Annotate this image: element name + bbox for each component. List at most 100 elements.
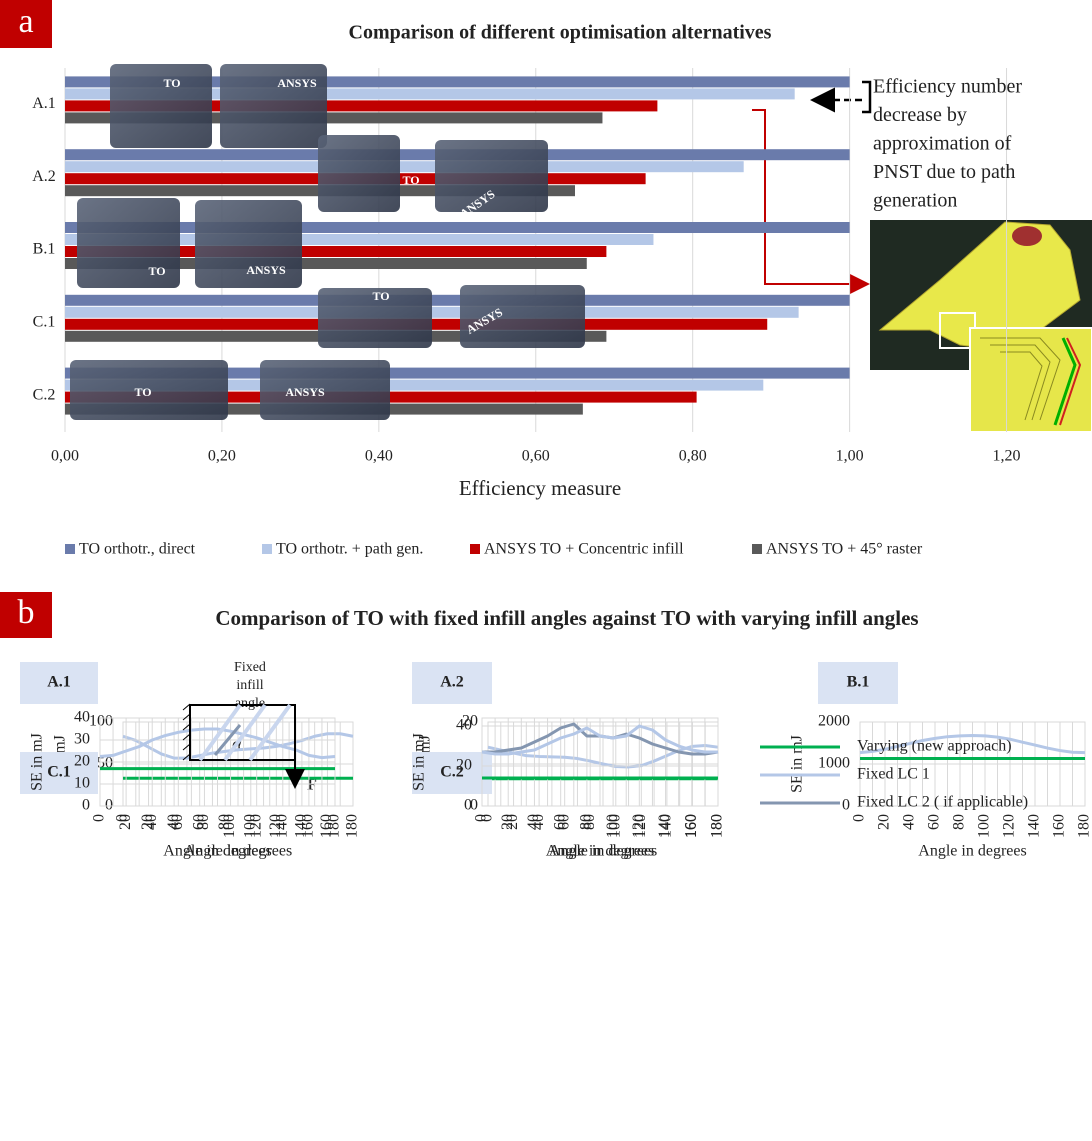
x-tick-label: 40: [525, 814, 542, 830]
x-tick-label: 0: [851, 814, 868, 822]
y-axis-title: SE in mJ: [29, 733, 46, 791]
x-tick-label: 40: [143, 814, 160, 830]
y-tick-label: 0: [464, 797, 472, 814]
image-label: TO: [402, 173, 419, 187]
x-axis-title: Efficiency measure: [459, 476, 621, 500]
x-tick-label: 120: [630, 814, 647, 838]
legend-label: ANSYS TO + Concentric infill: [484, 541, 684, 558]
legend-label: Varying (new approach): [857, 738, 1012, 755]
legend-swatch: [752, 544, 762, 554]
part-thumbnail: [260, 360, 390, 420]
legend-label: ANSYS TO + 45° raster: [766, 541, 923, 558]
x-tick-label: 180: [326, 814, 343, 838]
chart-title: A.1: [47, 674, 71, 691]
x-tick-label: 60: [169, 814, 186, 830]
page: {"panel_labels":["a","b"], "section_b_ti…: [0, 0, 1092, 1141]
image-label: ANSYS: [277, 76, 317, 90]
legend-label: TO orthotr. + path gen.: [276, 541, 423, 558]
y-tick-label: 0: [105, 797, 113, 814]
y-tick-label: C.2: [33, 386, 56, 403]
y-tick-label: 1000: [818, 755, 850, 772]
image-label: ANSYS: [285, 385, 325, 399]
x-tick-label: 80: [578, 814, 595, 830]
x-tick-label: 0,40: [365, 448, 393, 465]
y-tick-label: 40: [456, 717, 472, 734]
annotation: Efficiency number: [873, 76, 1022, 98]
bracket: [862, 82, 870, 112]
y-tick-label: 0: [842, 797, 850, 814]
annotation: PNST due to path: [873, 161, 1015, 183]
part-render: [870, 220, 1092, 432]
y-tick-label: 10: [74, 775, 90, 792]
annotation: generation: [873, 190, 957, 212]
figure: a b Comparison of TO with fixed infill a…: [0, 0, 1092, 1136]
legend-swatch: [262, 544, 272, 554]
legend-label: Fixed LC 1: [857, 766, 930, 783]
x-tick-label: 120: [1001, 814, 1018, 838]
y-tick-label: 20: [74, 753, 90, 770]
chart-title: Comparison of different optimisation alt…: [349, 22, 772, 44]
x-tick-label: 40: [901, 814, 918, 830]
x-tick-label: 140: [656, 814, 673, 838]
y-axis-title: SE in mJ: [789, 735, 806, 793]
legend-label: TO orthotr., direct: [79, 541, 196, 558]
x-axis-title: Angle in degrees: [546, 843, 654, 860]
panel-label: b: [18, 594, 35, 631]
y-tick-label: C.1: [33, 313, 56, 330]
chart-title: C.1: [47, 764, 71, 781]
chart-title: A.2: [440, 674, 464, 691]
x-tick-label: 0,60: [522, 448, 550, 465]
annotation: approximation of: [873, 133, 1012, 155]
y-tick-label: 100: [89, 713, 113, 730]
y-tick-label: 20: [456, 757, 472, 774]
x-tick-label: 0: [473, 814, 490, 822]
y-tick-label: 0: [82, 797, 90, 814]
y-axis-title: SE in mJ: [411, 733, 428, 791]
y-tick-label: A.2: [32, 168, 56, 185]
x-tick-label: 120: [247, 814, 264, 838]
x-tick-label: 80: [951, 814, 968, 830]
x-tick-label: 0,20: [208, 448, 236, 465]
y-tick-label: 2000: [818, 713, 850, 730]
part-thumbnail: [110, 64, 212, 148]
x-axis-title: Angle in degrees: [918, 843, 1026, 860]
x-tick-label: 140: [273, 814, 290, 838]
inset-label: infill: [236, 678, 263, 693]
y-tick-label: A.1: [32, 95, 56, 112]
x-tick-label: 140: [1026, 814, 1043, 838]
x-tick-label: 0,00: [51, 448, 79, 465]
x-tick-label: 20: [876, 814, 893, 830]
annotation: decrease by: [873, 104, 967, 126]
x-tick-label: 100: [221, 814, 238, 838]
chart-title: B.1: [847, 674, 870, 691]
x-tick-label: 80: [195, 814, 212, 830]
x-tick-label: 180: [1076, 814, 1092, 838]
x-tick-label: 20: [499, 814, 516, 830]
y-tick-label: 30: [74, 731, 90, 748]
x-tick-label: 160: [300, 814, 317, 838]
arrow: [752, 110, 866, 284]
legend-label: Fixed LC 2 ( if applicable): [857, 794, 1028, 811]
x-tick-label: 0,80: [679, 448, 707, 465]
x-tick-label: 180: [709, 814, 726, 838]
bar: [65, 161, 744, 172]
panel-label: a: [18, 3, 33, 40]
x-tick-label: 160: [682, 814, 699, 838]
part-thumbnail: [318, 135, 400, 212]
legend-swatch: [470, 544, 480, 554]
y-tick-label: 40: [74, 709, 90, 726]
image-label: TO: [134, 385, 151, 399]
x-tick-label: 60: [926, 814, 943, 830]
section-title: Comparison of TO with fixed infill angle…: [215, 606, 918, 630]
x-tick-label: 100: [976, 814, 993, 838]
x-tick-label: 1,20: [993, 448, 1021, 465]
x-axis-title: Angle in degrees: [163, 843, 271, 860]
image-label: ANSYS: [246, 263, 286, 277]
x-tick-label: 20: [117, 814, 134, 830]
x-tick-label: 0: [91, 814, 108, 822]
legend-swatch: [65, 544, 75, 554]
y-tick-label: B.1: [33, 241, 56, 258]
image-label: TO: [148, 264, 165, 278]
image-label: TO: [372, 289, 389, 303]
x-tick-label: 160: [1051, 814, 1068, 838]
